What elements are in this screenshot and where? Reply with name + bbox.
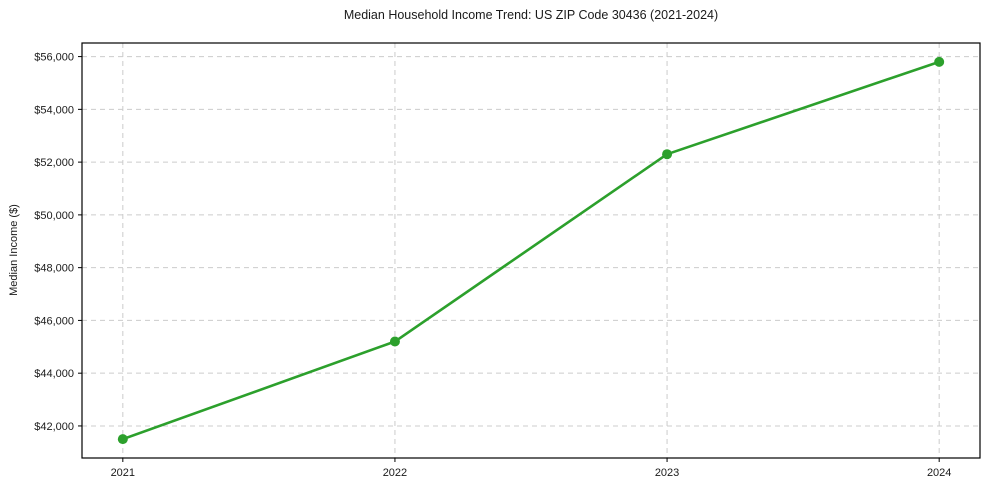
chart-title: Median Household Income Trend: US ZIP Co… <box>343 8 719 22</box>
data-point-marker <box>117 434 128 445</box>
y-tick-label: $56,000 <box>34 52 74 64</box>
x-tick-label: 2024 <box>927 467 951 479</box>
x-tick-label: 2022 <box>383 467 407 479</box>
y-tick-label: $52,000 <box>34 157 74 169</box>
data-point-marker <box>389 336 400 347</box>
trend-line <box>121 60 941 441</box>
y-tick-label: $48,000 <box>34 263 74 275</box>
x-tick-label: 2023 <box>655 467 679 479</box>
y-tick-label: $54,000 <box>34 104 74 116</box>
y-tick-label: $46,000 <box>34 315 74 327</box>
x-tick-label: 2021 <box>111 467 135 479</box>
data-point-marker <box>934 56 945 67</box>
y-tick-label: $42,000 <box>34 421 74 433</box>
data-point-marker <box>662 149 673 160</box>
plot-border <box>81 42 981 459</box>
y-tick-label: $50,000 <box>34 210 74 222</box>
y-tick-label: $44,000 <box>34 368 74 380</box>
